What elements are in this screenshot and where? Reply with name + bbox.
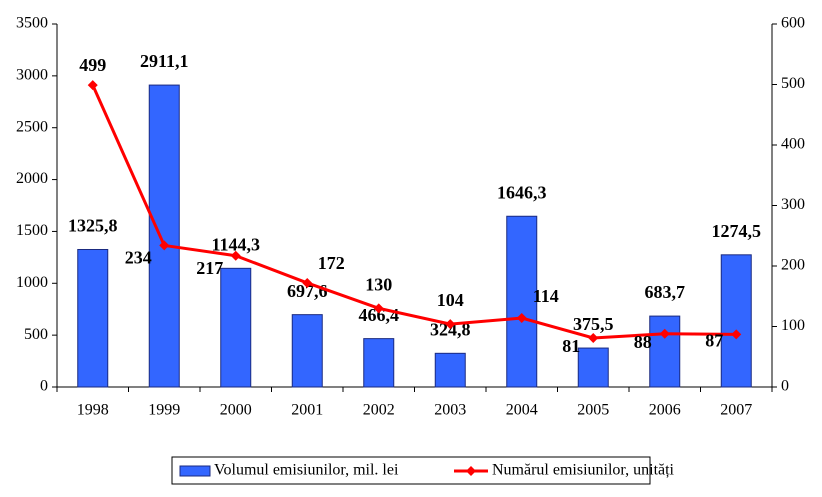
x-tick-label: 2002 [363, 402, 395, 419]
y2-tick-label: 400 [781, 136, 805, 153]
bar [291, 314, 323, 388]
bar-value-label: 375,5 [573, 314, 614, 334]
y-tick-label: 3000 [16, 67, 48, 84]
bar [434, 352, 466, 388]
line-marker [588, 332, 599, 343]
y-tick-label: 3500 [16, 15, 48, 32]
bar [77, 248, 109, 388]
line [91, 84, 737, 340]
bar [220, 267, 252, 388]
line-marker [516, 313, 527, 324]
legend-swatch [179, 465, 211, 477]
x-tick-label: 2004 [506, 402, 538, 419]
line-value-label: 88 [634, 332, 652, 352]
line-marker [159, 240, 170, 251]
bar [148, 84, 180, 388]
x-tick-label: 2003 [434, 402, 466, 419]
line-value-label: 104 [437, 290, 464, 310]
y2-tick-label: 0 [781, 378, 789, 395]
y-tick-label: 2500 [16, 118, 48, 135]
line-marker [230, 250, 241, 261]
line-marker [87, 80, 98, 91]
line-value-label: 172 [318, 253, 345, 273]
line-marker [659, 328, 670, 339]
line-value-label: 81 [562, 336, 580, 356]
legend-label: Volumul emisiunilor, mil. lei [214, 462, 399, 479]
y-tick-label: 2000 [16, 170, 48, 187]
line-marker [373, 303, 384, 314]
bar [720, 254, 752, 388]
line-value-label: 217 [196, 258, 223, 278]
y-tick-label: 1500 [16, 222, 48, 239]
x-tick-label: 2005 [577, 402, 609, 419]
y2-tick-label: 300 [781, 196, 805, 213]
y-tick-label: 500 [24, 326, 48, 343]
y-tick-label: 1000 [16, 274, 48, 291]
line-value-label: 234 [125, 248, 152, 268]
bar [649, 315, 681, 388]
x-tick-label: 2006 [649, 402, 681, 419]
bar-value-label: 683,7 [645, 282, 686, 302]
legend-label: Numărul emisiunilor, unități [492, 462, 675, 479]
legend-box [171, 456, 651, 485]
line-value-label: 87 [705, 330, 723, 350]
bar-value-label: 1646,3 [497, 182, 547, 202]
y2-tick-label: 600 [781, 15, 805, 32]
x-tick-label: 2000 [220, 402, 252, 419]
bar-value-label: 1274,5 [712, 221, 762, 241]
x-tick-label: 1998 [77, 402, 109, 419]
x-tick-label: 2007 [720, 402, 752, 419]
bar [577, 347, 609, 388]
x-tick-label: 2001 [291, 402, 323, 419]
line-marker [302, 277, 313, 288]
y-tick-label: 0 [40, 378, 48, 395]
bar-value-label: 1325,8 [68, 216, 118, 236]
bar [506, 215, 538, 388]
line-value-label: 499 [79, 55, 106, 75]
legend-marker [466, 466, 476, 476]
line-value-label: 130 [365, 274, 392, 294]
bar [363, 338, 395, 388]
y2-tick-label: 500 [781, 75, 805, 92]
line-marker [731, 329, 742, 340]
y2-tick-label: 100 [781, 317, 805, 334]
line-marker [445, 319, 456, 330]
y2-tick-label: 200 [781, 257, 805, 274]
x-tick-label: 1999 [148, 402, 180, 419]
line-value-label: 114 [533, 286, 559, 306]
bar-value-label: 1144,3 [211, 234, 260, 254]
bar-value-label: 2911,1 [140, 51, 189, 71]
